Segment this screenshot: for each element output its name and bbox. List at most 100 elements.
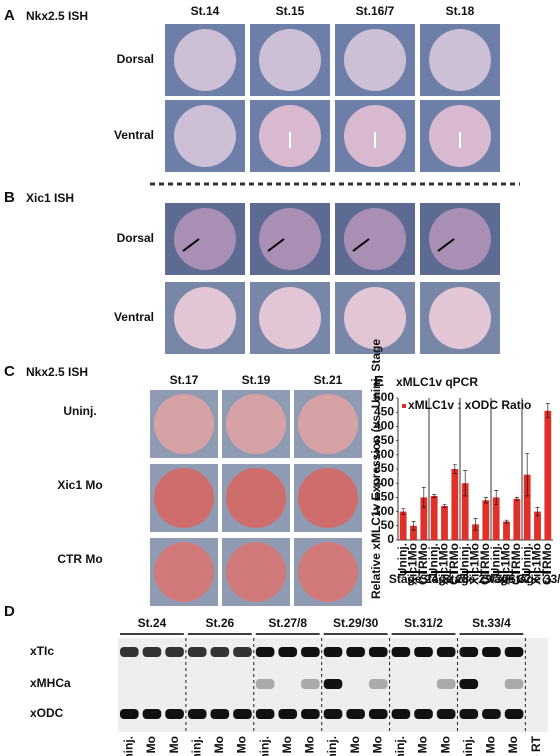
stage-label: St.24 xyxy=(138,616,167,630)
lane-label: CTR Mo xyxy=(370,736,384,756)
embryo xyxy=(174,208,236,270)
lane-label: CTR Mo xyxy=(506,736,520,756)
band xyxy=(255,647,275,657)
error-bar xyxy=(514,497,519,501)
band xyxy=(301,709,320,719)
x-tick-label: Xic1Mo xyxy=(499,543,513,585)
x-tick-label: CTRMo xyxy=(478,543,492,585)
panel-title: Nkx2.5 ISH xyxy=(26,9,88,23)
band xyxy=(482,647,501,657)
embryo xyxy=(154,542,214,602)
band xyxy=(255,709,275,719)
row-label: Dorsal xyxy=(117,52,154,66)
embryo xyxy=(259,29,321,91)
chart-title: xMLC1v qPCR xyxy=(396,375,478,389)
x-tick-label: CTRMo xyxy=(447,543,461,585)
lane-label: Xic1 Mo xyxy=(144,736,158,756)
band xyxy=(391,647,411,657)
stage-label: St.14 xyxy=(191,4,220,18)
lane-label: Xic1 Mo xyxy=(348,736,362,756)
group-bar xyxy=(462,571,489,573)
group-label: Stage 32 xyxy=(482,572,532,586)
band xyxy=(436,647,456,657)
panel-label: A xyxy=(4,7,15,24)
panel-title: Nkx2.5 ISH xyxy=(26,365,88,379)
bar xyxy=(523,474,531,540)
group-bar xyxy=(493,571,520,573)
stage-label: St.26 xyxy=(205,616,234,630)
y-tick-label: 200 xyxy=(374,475,394,489)
group-label: Stage 33/4 xyxy=(508,572,560,586)
band xyxy=(323,647,343,657)
error-bar xyxy=(452,464,457,474)
x-tick-label: CTRMo xyxy=(416,543,430,585)
band xyxy=(255,679,275,689)
embryo xyxy=(154,468,214,528)
bar xyxy=(441,505,448,540)
embryo xyxy=(174,29,236,91)
x-tick-label: Uninj. xyxy=(488,543,502,576)
row-label: xMHCa xyxy=(30,676,71,690)
band xyxy=(278,647,298,657)
lane-label: No RT xyxy=(529,735,543,756)
stage-label: St.33/4 xyxy=(472,616,511,630)
lane-label: Uninj. xyxy=(461,736,475,756)
embryo xyxy=(259,287,321,349)
row-label: Ventral xyxy=(114,128,154,142)
error-bar xyxy=(545,403,550,419)
row-label: Uninj. xyxy=(63,404,96,418)
error-bar xyxy=(421,487,426,508)
band xyxy=(459,709,479,719)
x-tick-label: Xic1Mo xyxy=(468,543,482,585)
lane-label: CTR Mo xyxy=(303,736,317,756)
y-tick-label: 0 xyxy=(387,532,394,546)
band xyxy=(165,709,184,719)
band xyxy=(187,709,207,719)
lane-label: Uninj. xyxy=(189,736,203,756)
stage-label: St.21 xyxy=(314,373,343,387)
stage-label: St.15 xyxy=(276,4,305,18)
y-tick-label: 250 xyxy=(374,461,394,475)
bar xyxy=(461,483,469,540)
panel-title: Xic1 ISH xyxy=(26,191,74,205)
y-tick-label: 450 xyxy=(374,404,394,418)
group-label: Stage 29/30 xyxy=(442,572,508,586)
band xyxy=(368,647,388,657)
band xyxy=(210,647,230,657)
band xyxy=(414,709,433,719)
lane-label: CTR Mo xyxy=(235,736,249,756)
band xyxy=(436,679,456,689)
lane-label: Xic1 Mo xyxy=(416,736,430,756)
band xyxy=(233,647,252,657)
embryo xyxy=(344,287,406,349)
y-tick-label: 350 xyxy=(374,433,394,447)
bar xyxy=(410,525,417,540)
panel-label: C xyxy=(4,363,15,380)
arrow xyxy=(437,238,455,252)
band xyxy=(368,679,388,689)
band xyxy=(346,647,365,657)
stage-label: St.19 xyxy=(242,373,271,387)
embryo xyxy=(174,287,236,349)
embryo xyxy=(344,29,406,91)
y-tick-label: 500 xyxy=(374,390,394,404)
x-tick-label: Xic1Mo xyxy=(406,543,420,585)
band xyxy=(142,647,162,657)
error-bar xyxy=(401,508,406,515)
embryo xyxy=(298,468,358,528)
error-bar xyxy=(432,494,437,498)
row-label: xODC xyxy=(30,706,64,720)
embryo xyxy=(344,208,406,270)
group-label: Stage 28 xyxy=(420,572,470,586)
y-tick-label: 50 xyxy=(381,518,395,532)
bar xyxy=(534,511,541,540)
stage-label: St.31/2 xyxy=(404,616,443,630)
panel-label: D xyxy=(4,603,15,620)
band xyxy=(233,709,252,719)
band xyxy=(187,647,207,657)
lane-label: Xic1 Mo xyxy=(484,736,498,756)
band xyxy=(482,709,501,719)
arrow xyxy=(267,238,285,252)
band xyxy=(504,709,524,719)
